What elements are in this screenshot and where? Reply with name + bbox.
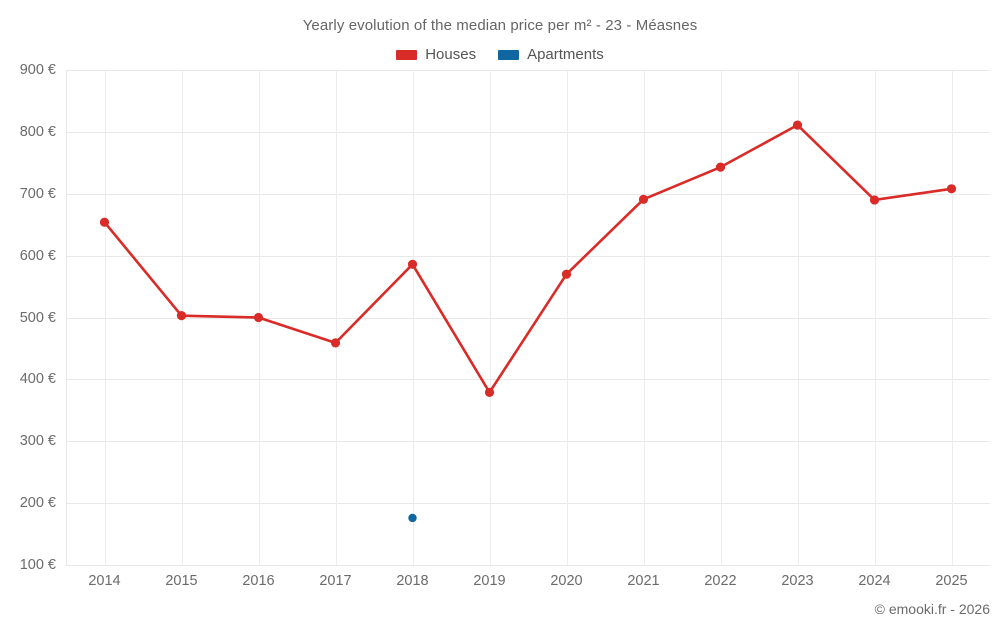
gridline-vertical: [874, 70, 876, 565]
chart-legend: Houses Apartments: [0, 46, 1000, 63]
plot-area: [66, 70, 990, 566]
y-axis-tick-label: 100 €: [19, 557, 56, 573]
gridline-vertical: [181, 70, 183, 565]
gridline-vertical: [643, 70, 645, 565]
x-axis-tick-label: 2022: [704, 573, 737, 589]
gridline-horizontal: [66, 193, 990, 195]
x-axis-tick-label: 2016: [242, 573, 275, 589]
y-axis-tick-label: 400 €: [19, 371, 56, 388]
gridline-vertical: [258, 70, 260, 565]
x-axis-tick-label: 2015: [165, 573, 198, 589]
x-axis-tick-label: 2014: [88, 573, 121, 589]
gridline-horizontal: [66, 255, 990, 257]
gridline-vertical: [566, 70, 568, 565]
gridline-vertical: [720, 70, 722, 565]
chart-title: Yearly evolution of the median price per…: [302, 17, 698, 34]
legend-item-houses[interactable]: Houses: [396, 46, 476, 63]
gridline-vertical: [489, 70, 491, 565]
y-axis-tick-label: 300 €: [19, 433, 56, 450]
gridline-vertical: [951, 70, 953, 565]
gridline-vertical: [335, 70, 337, 565]
gridline-vertical: [797, 70, 799, 565]
x-axis-tick-label: 2019: [473, 573, 506, 589]
gridline-vertical: [412, 70, 414, 565]
legend-swatch-apartments: [498, 49, 520, 60]
legend-item-apartments[interactable]: Apartments: [498, 46, 604, 63]
x-axis-tick-label: 2020: [550, 573, 583, 589]
x-axis-tick-label: 2023: [781, 573, 814, 589]
legend-label-houses: Houses: [425, 46, 477, 63]
legend-label-apartments: Apartments: [527, 46, 604, 63]
gridline-horizontal: [66, 503, 990, 505]
y-axis-tick-label: 200 €: [19, 495, 56, 512]
y-axis-tick-label: 900 €: [19, 62, 56, 78]
y-axis-tick-label: 800 €: [19, 123, 56, 140]
x-axis-tick-label: 2021: [627, 573, 660, 589]
x-axis-tick-label: 2025: [935, 573, 968, 589]
x-axis-tick-label: 2017: [319, 573, 352, 589]
gridline-horizontal: [66, 131, 990, 133]
legend-swatch-houses: [396, 49, 418, 60]
y-axis-tick-label: 500 €: [19, 309, 56, 326]
gridline-horizontal: [66, 441, 990, 443]
gridline-horizontal: [66, 317, 990, 319]
gridline-horizontal: [66, 70, 990, 71]
gridline-vertical: [104, 70, 106, 565]
x-axis-tick-label: 2024: [858, 573, 891, 589]
gridline-horizontal: [66, 379, 990, 381]
footer-credit: © emooki.fr - 2026: [874, 601, 990, 617]
y-axis-tick-label: 700 €: [19, 185, 56, 202]
x-axis-line: [66, 565, 990, 566]
y-axis-tick-label: 600 €: [19, 247, 56, 264]
x-axis-tick-label: 2018: [396, 573, 429, 589]
